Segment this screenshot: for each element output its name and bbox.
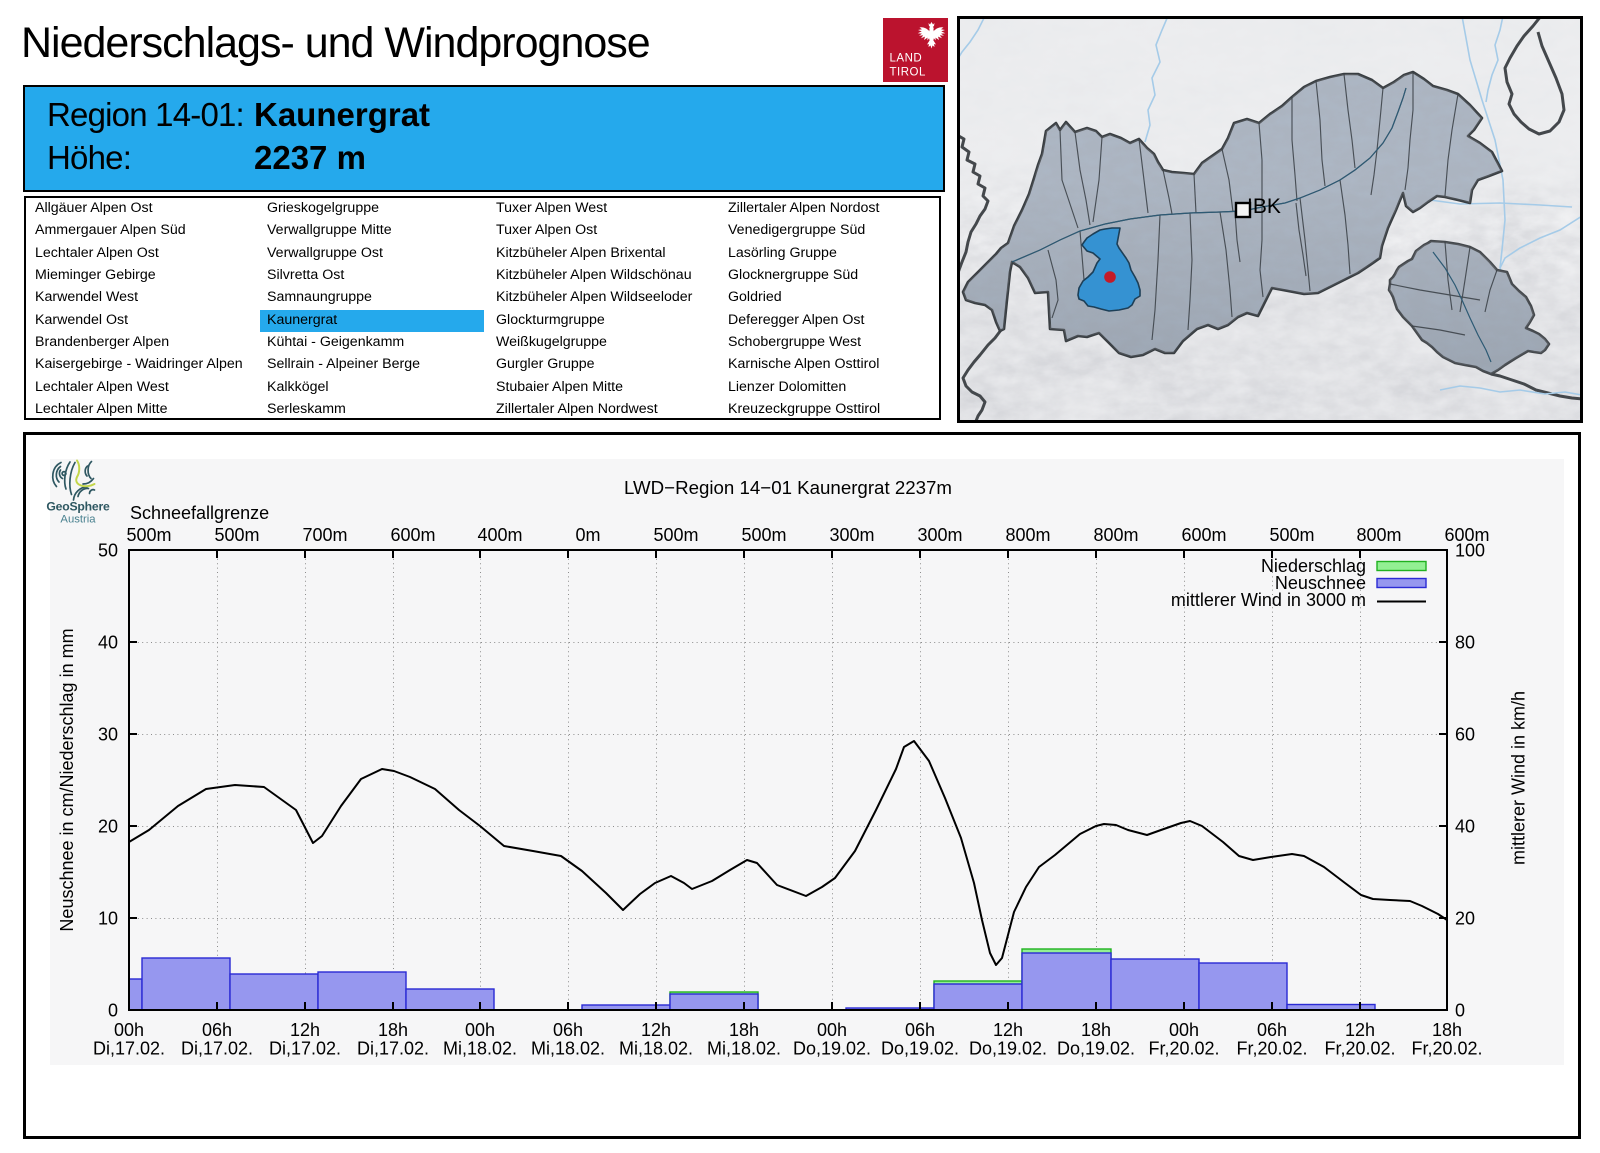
- svg-text:Niederschlag: Niederschlag: [1261, 556, 1366, 576]
- svg-text:600m: 600m: [390, 525, 435, 545]
- svg-text:12h: 12h: [290, 1020, 320, 1040]
- svg-text:Do,19.02.: Do,19.02.: [969, 1039, 1047, 1059]
- svg-text:mittlerer Wind in 3000 m: mittlerer Wind in 3000 m: [1171, 590, 1366, 610]
- svg-text:700m: 700m: [302, 525, 347, 545]
- svg-text:Fr,20.02.: Fr,20.02.: [1236, 1039, 1307, 1059]
- svg-text:18h: 18h: [1432, 1020, 1462, 1040]
- svg-text:00h: 00h: [114, 1020, 144, 1040]
- svg-text:LAND: LAND: [890, 53, 923, 65]
- svg-text:Di,17.02.: Di,17.02.: [93, 1039, 165, 1059]
- svg-text:20: 20: [98, 817, 118, 837]
- svg-text:Schneefallgrenze: Schneefallgrenze: [130, 503, 269, 523]
- svg-text:20: 20: [1455, 909, 1475, 929]
- svg-text:500m: 500m: [1269, 525, 1314, 545]
- svg-text:12h: 12h: [993, 1020, 1023, 1040]
- svg-text:Mi,18.02.: Mi,18.02.: [619, 1039, 693, 1059]
- svg-text:Austria: Austria: [60, 514, 96, 526]
- svg-text:600m: 600m: [1181, 525, 1226, 545]
- svg-text:Di,17.02.: Di,17.02.: [357, 1039, 429, 1059]
- svg-text:500m: 500m: [653, 525, 698, 545]
- svg-text:40: 40: [98, 633, 118, 653]
- svg-text:00h: 00h: [465, 1020, 495, 1040]
- svg-text:30: 30: [98, 725, 118, 745]
- svg-text:Neuschnee: Neuschnee: [1275, 573, 1366, 593]
- svg-text:800m: 800m: [1356, 525, 1401, 545]
- svg-text:Do,19.02.: Do,19.02.: [881, 1039, 959, 1059]
- svg-text:0: 0: [1455, 1001, 1465, 1021]
- svg-text:TIROL: TIROL: [890, 67, 926, 79]
- svg-text:00h: 00h: [1169, 1020, 1199, 1040]
- svg-text:Fr,20.02.: Fr,20.02.: [1148, 1039, 1219, 1059]
- svg-text:Mi,18.02.: Mi,18.02.: [531, 1039, 605, 1059]
- svg-text:Mi,18.02.: Mi,18.02.: [707, 1039, 781, 1059]
- svg-text:Mi,18.02.: Mi,18.02.: [443, 1039, 517, 1059]
- svg-text:50: 50: [98, 541, 118, 561]
- svg-text:LWD−Region 14−01 Kaunergrat 22: LWD−Region 14−01 Kaunergrat 2237m: [624, 477, 952, 498]
- svg-text:Di,17.02.: Di,17.02.: [181, 1039, 253, 1059]
- svg-text:18h: 18h: [378, 1020, 408, 1040]
- svg-text:10: 10: [98, 909, 118, 929]
- svg-text:18h: 18h: [729, 1020, 759, 1040]
- svg-text:800m: 800m: [1005, 525, 1050, 545]
- svg-text:60: 60: [1455, 725, 1475, 745]
- svg-text:600m: 600m: [1444, 525, 1489, 545]
- svg-text:12h: 12h: [641, 1020, 671, 1040]
- svg-text:06h: 06h: [1257, 1020, 1287, 1040]
- svg-text:06h: 06h: [553, 1020, 583, 1040]
- svg-text:400m: 400m: [477, 525, 522, 545]
- svg-text:00h: 00h: [817, 1020, 847, 1040]
- svg-text:18h: 18h: [1081, 1020, 1111, 1040]
- svg-text:GeoSphere: GeoSphere: [46, 500, 110, 514]
- svg-text:Neuschnee in cm/Niederschlag i: Neuschnee in cm/Niederschlag in mm: [57, 628, 77, 931]
- svg-text:Do,19.02.: Do,19.02.: [1057, 1039, 1135, 1059]
- svg-text:80: 80: [1455, 633, 1475, 653]
- svg-text:300m: 300m: [829, 525, 874, 545]
- svg-text:mittlerer Wind in km/h: mittlerer Wind in km/h: [1509, 691, 1529, 865]
- svg-text:100: 100: [1455, 541, 1485, 561]
- svg-text:06h: 06h: [202, 1020, 232, 1040]
- svg-text:06h: 06h: [905, 1020, 935, 1040]
- svg-text:40: 40: [1455, 817, 1475, 837]
- svg-text:500m: 500m: [214, 525, 259, 545]
- svg-text:Do,19.02.: Do,19.02.: [793, 1039, 871, 1059]
- svg-text:300m: 300m: [917, 525, 962, 545]
- svg-text:0: 0: [108, 1001, 118, 1021]
- svg-text:500m: 500m: [126, 525, 171, 545]
- svg-text:Fr,20.02.: Fr,20.02.: [1324, 1039, 1395, 1059]
- svg-text:Fr,20.02.: Fr,20.02.: [1411, 1039, 1482, 1059]
- svg-text:Di,17.02.: Di,17.02.: [269, 1039, 341, 1059]
- svg-text:IBK: IBK: [1247, 195, 1281, 218]
- svg-text:12h: 12h: [1345, 1020, 1375, 1040]
- svg-text:0m: 0m: [575, 525, 600, 545]
- svg-text:800m: 800m: [1093, 525, 1138, 545]
- svg-text:500m: 500m: [741, 525, 786, 545]
